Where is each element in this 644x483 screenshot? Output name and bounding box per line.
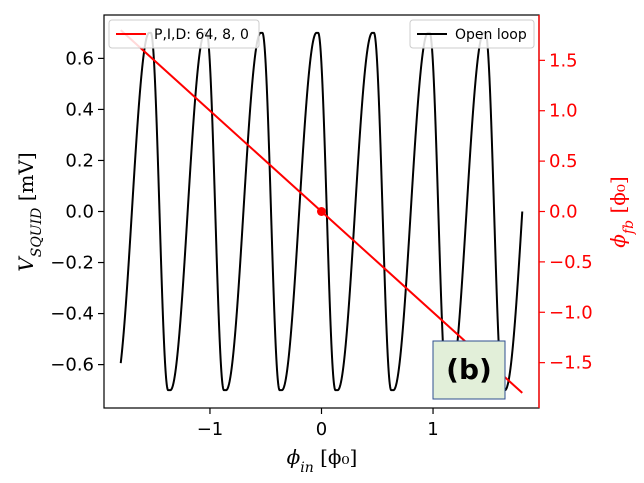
x-tick-label: 0 [316,419,327,440]
y-right-tick-label: −1.0 [549,302,593,323]
y-left-tick-label: 0.0 [65,202,94,223]
y-right-tick-label: 0.0 [549,202,578,223]
legend-open-loop: Open loop [409,19,535,49]
lock-point-marker [317,207,326,216]
x-tick-label: 1 [427,419,438,440]
y-left-tick-label: 0.6 [65,48,94,69]
series-layer [119,29,524,394]
y-right-tick-label: −1.5 [549,353,593,374]
y-left-tick-label: 0.2 [65,150,94,171]
legend-pid-box [108,19,260,49]
legend-open-loop-label: Open loop [455,27,527,43]
panel-badge-label: (b) [446,353,492,386]
legend-pid: P,I,D: 64, 8, 0 [108,19,260,49]
y-left-tick-label: −0.2 [50,253,94,274]
legend-pid-label: P,I,D: 64, 8, 0 [154,27,249,43]
y-axis-right-title: ϕfb [ϕ₀] [606,176,637,247]
y-left-tick-label: 0.4 [65,99,94,120]
y-right-tick-label: 1.5 [549,50,578,71]
panel-badge-box [432,340,506,400]
y-right-tick-label: 0.5 [549,151,578,172]
y-axis-left-title: VSQUID [mV] [14,152,45,271]
x-axis-title: ϕin [ϕ₀] [287,445,358,476]
y-left-tick-label: −0.6 [50,355,94,376]
y-right-tick-label: −0.5 [549,252,593,273]
y-right-tick-label: 1.0 [549,101,578,122]
x-tick-label: −1 [197,419,224,440]
legend-open-loop-box [409,19,535,49]
y-left-tick-label: −0.4 [50,304,94,325]
panel-badge: (b) [432,340,506,400]
ticks-layer: −1 0 1 −0.6 −0.4 −0.2 0.0 0.2 0.4 0.6 −1.5 −1.0 −0.5… [50,15,593,440]
